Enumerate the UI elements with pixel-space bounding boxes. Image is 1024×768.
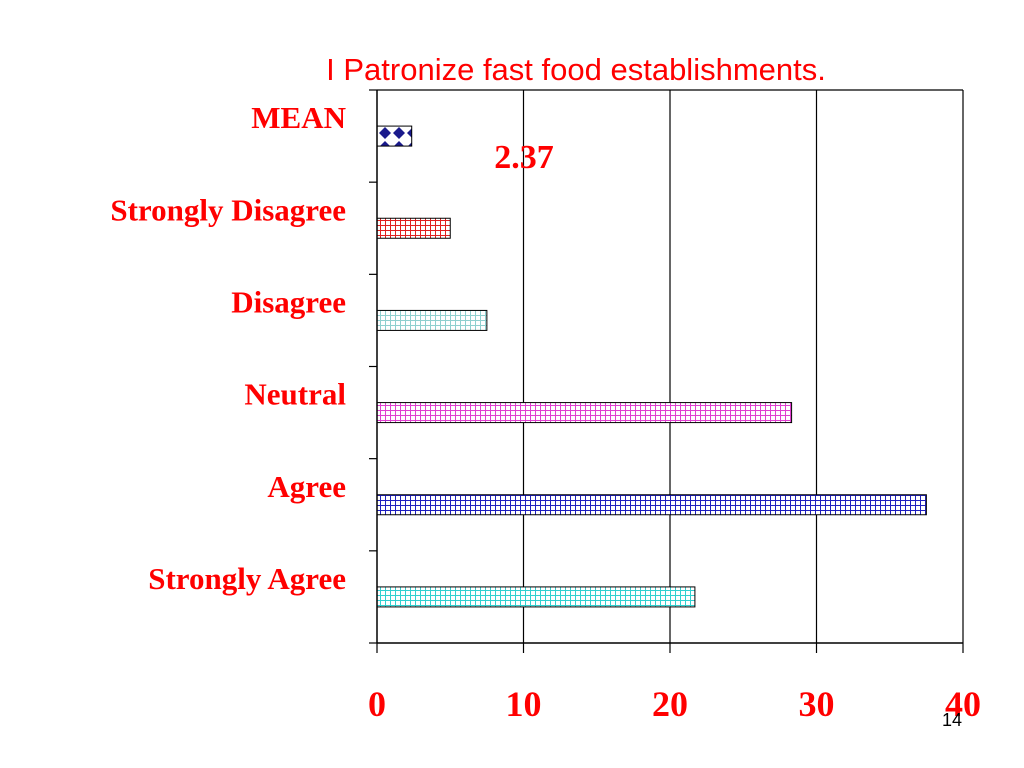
x-tick-label: 20: [652, 684, 688, 724]
bar-neutral: [376, 402, 793, 424]
bar-strongly-disagree: [376, 217, 451, 239]
chart-title: I Patronize fast food establishments.: [326, 52, 826, 87]
x-tick-label: 30: [799, 684, 835, 724]
axes: [369, 89, 964, 653]
mean-value-annotation: 2.37: [494, 139, 554, 176]
bar-agree: [376, 494, 927, 516]
category-labels: MEAN Strongly Disagree Disagree Neutral Agre…: [110, 100, 346, 596]
category-label: Strongly Disagree: [110, 192, 346, 227]
bar-mean: [376, 125, 413, 147]
x-tick-label: 40: [945, 684, 981, 724]
page-number: 14: [942, 710, 962, 730]
category-label: Disagree: [231, 284, 346, 319]
category-label: Strongly Agree: [148, 561, 346, 596]
bars: [376, 125, 927, 608]
bar-strongly-agree: [376, 586, 696, 608]
category-label: Neutral: [244, 377, 346, 412]
category-label: Agree: [267, 469, 346, 504]
x-tick-labels: 0 10 20 30 40: [368, 684, 981, 724]
category-label: MEAN: [251, 100, 346, 135]
bar-disagree: [376, 309, 488, 331]
grid-lines: [377, 89, 964, 643]
x-tick-label: 10: [506, 684, 542, 724]
x-tick-label: 0: [368, 684, 386, 724]
